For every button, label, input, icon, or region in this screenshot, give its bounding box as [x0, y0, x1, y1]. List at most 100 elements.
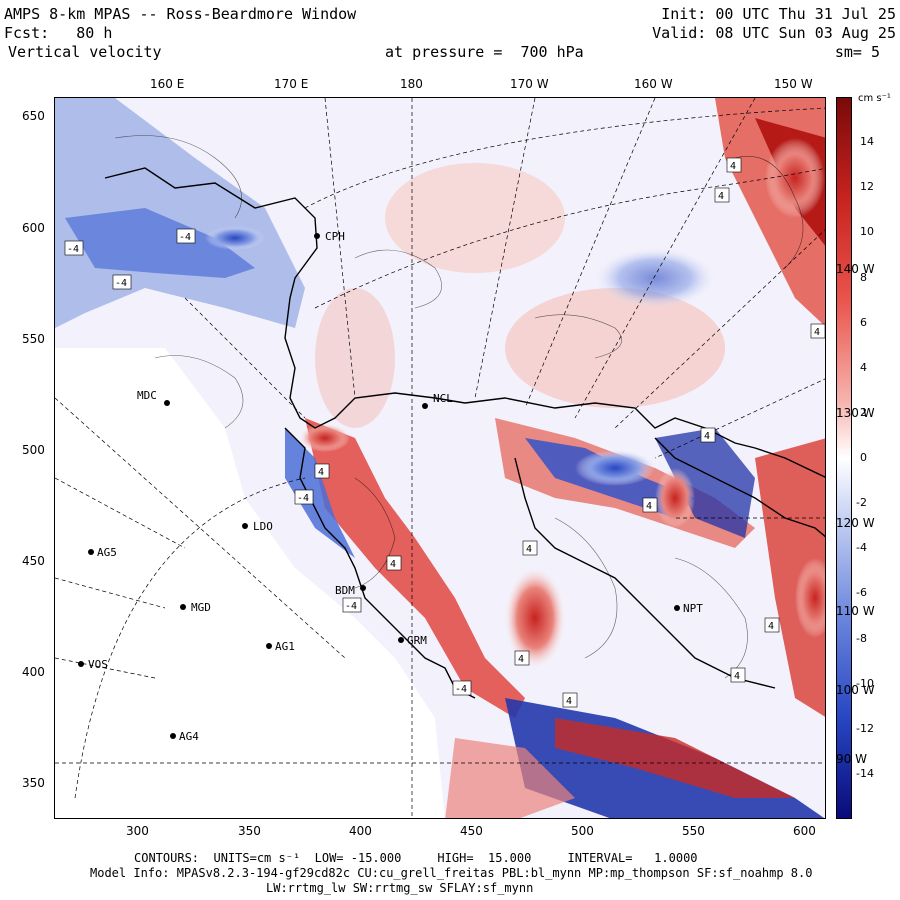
contour-label-text: -4 — [297, 493, 309, 504]
y-tick-label: 550 — [22, 332, 45, 346]
colorbar-tick-label: -8 — [856, 631, 867, 645]
negative-cell — [595, 248, 715, 308]
contour-label: -4 — [452, 680, 472, 696]
station-markers: CPH MDC NCL LDO AG5 BDM MGD AG1 GRM VOS … — [78, 230, 703, 743]
init-time: Init: 00 UTC Thu 31 Jul 25 — [661, 5, 896, 23]
lon-label-top: 170 W — [510, 77, 549, 91]
vertical-velocity-map: -4 -4 -4 -4 -4 -4 4 4 4 4 4 4 4 4 4 4 4 … — [55, 98, 825, 818]
graticule — [55, 98, 825, 818]
contour-label: 4 — [810, 323, 825, 339]
map-panel[interactable]: -4 -4 -4 -4 -4 -4 4 4 4 4 4 4 4 4 4 4 4 … — [54, 97, 826, 819]
negative-cell — [205, 226, 265, 250]
coastline — [104, 167, 825, 699]
colorbar-tick-label: -12 — [856, 721, 874, 735]
lon-label-top: 150 W — [774, 77, 813, 91]
colorbar-tick-label: -14 — [856, 766, 874, 780]
colorbar-tick-label: 14 — [860, 135, 874, 149]
x-tick-label: 600 — [793, 824, 816, 838]
contour-label-text: 4 — [646, 501, 652, 512]
positive-cell — [505, 568, 565, 668]
lon-label-right: 110 W — [836, 604, 875, 618]
positive-region — [755, 438, 825, 717]
contour-label: 4 — [314, 463, 330, 479]
y-tick-label: 500 — [22, 443, 45, 457]
x-tick-label: 450 — [460, 824, 483, 838]
contours-info: CONTOURS: UNITS=cm s⁻¹ LOW= -15.000 HIGH… — [134, 851, 698, 865]
negative-cell — [575, 450, 655, 486]
svg-text:NPT: NPT — [683, 602, 703, 615]
positive-cell — [300, 424, 350, 452]
contour-label-group: -4 -4 -4 -4 -4 -4 4 4 4 4 4 4 4 4 4 4 4 … — [64, 157, 825, 708]
positive-region — [505, 288, 725, 408]
station-bdm: BDM — [335, 584, 366, 597]
contour-label: 4 — [730, 667, 746, 683]
station-grm: GRM — [398, 634, 427, 647]
contour-label-text: 4 — [566, 696, 572, 707]
contour-label-text: 4 — [814, 327, 820, 338]
contour-label-text: 4 — [318, 467, 324, 478]
smoothing-label: sm= 5 — [834, 43, 880, 61]
contour-label-text: 4 — [390, 559, 396, 570]
positive-region — [445, 738, 575, 818]
station-ncl: NCL — [422, 392, 453, 409]
contour-label: 4 — [714, 187, 730, 203]
x-tick-label: 550 — [682, 824, 705, 838]
contour-label-text: 4 — [768, 621, 774, 632]
contour-label-text: 4 — [518, 654, 524, 665]
colorbar-tick-label: -2 — [856, 496, 867, 510]
colorbar-tick-label: 4 — [860, 360, 867, 374]
positive-cell — [765, 138, 825, 218]
lon-label-right: 120 W — [836, 516, 875, 530]
contour-label: -4 — [342, 597, 362, 613]
svg-text:BDM: BDM — [335, 584, 355, 597]
map-title: AMPS 8-km MPAS -- Ross-Beardmore Window — [4, 5, 357, 23]
svg-text:CPH: CPH — [325, 230, 345, 243]
x-tick-label: 500 — [571, 824, 594, 838]
x-tick-label: 350 — [238, 824, 261, 838]
y-tick-label: 450 — [22, 554, 45, 568]
lon-label-right: 130 W — [836, 406, 875, 420]
y-tick-label: 650 — [22, 109, 45, 123]
station-vos: VOS — [78, 658, 108, 671]
negative-region — [65, 208, 255, 278]
contour-label: 4 — [514, 650, 530, 666]
lon-label-top: 160 W — [634, 77, 673, 91]
colorbar-tick-label: 0 — [860, 451, 867, 464]
colorbar-tick-label: -6 — [856, 586, 867, 600]
no-data-region — [55, 348, 445, 818]
lon-label-right: 140 W — [836, 262, 875, 276]
x-tick-label: 400 — [349, 824, 372, 838]
colorbar-tick-label: 8 — [860, 270, 867, 284]
negative-region — [655, 428, 755, 538]
positive-region — [385, 163, 565, 273]
y-tick-label: 600 — [22, 221, 45, 235]
svg-text:MDC: MDC — [137, 389, 157, 402]
contour-lines — [114, 135, 804, 679]
station-npt: NPT — [674, 602, 703, 615]
contour-label-text: 4 — [718, 191, 724, 202]
pressure-level: at pressure = 700 hPa — [385, 43, 584, 61]
contour-label: 4 — [764, 617, 780, 633]
model-info: Model Info: MPASv8.2.3-194-gf29cd82c CU:… — [90, 866, 813, 880]
svg-text:AG5: AG5 — [97, 546, 117, 559]
svg-text:LDO: LDO — [253, 520, 273, 533]
station-cph: CPH — [314, 230, 345, 243]
contour-label: -4 — [112, 274, 132, 290]
y-tick-label: 400 — [22, 665, 45, 679]
contour-label: 4 — [700, 427, 716, 443]
station-ldo: LDO — [242, 520, 273, 533]
lon-label-top: 170 E — [274, 77, 309, 91]
contour-label: 4 — [386, 555, 402, 571]
station-ag5: AG5 — [88, 546, 117, 559]
contour-label-text: -4 — [455, 684, 467, 695]
lon-label-right: 100 W — [836, 683, 875, 697]
svg-text:GRM: GRM — [407, 634, 427, 647]
contour-label-text: -4 — [67, 244, 79, 255]
positive-region — [555, 718, 795, 798]
y-tick-label: 350 — [22, 776, 45, 790]
forecast-hour: Fcst: 80 h — [4, 24, 113, 42]
lon-label-right: 90 W — [836, 752, 867, 766]
station-ag1: AG1 — [266, 640, 295, 653]
model-info-physics: LW:rrtmg_lw SW:rrtmg_sw SFLAY:sf_mynn — [266, 881, 534, 895]
svg-text:AG4: AG4 — [179, 730, 199, 743]
